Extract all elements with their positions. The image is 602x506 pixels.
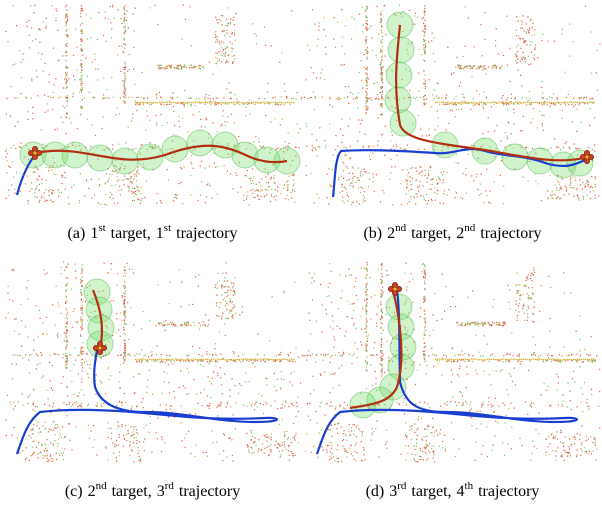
- coverage-circle: [112, 148, 138, 174]
- caption-part: target,: [112, 483, 152, 500]
- point-cloud-green: [305, 263, 602, 461]
- coverage-circle: [187, 130, 213, 156]
- panel-image: [5, 5, 305, 205]
- caption-part: 2: [387, 225, 395, 242]
- point-cloud-red: [5, 5, 305, 204]
- panel-image: [305, 5, 602, 205]
- caption-part: target,: [411, 483, 451, 500]
- caption-part: st: [164, 222, 171, 234]
- target-marker: [32, 146, 37, 151]
- point-cloud-yellow: [11, 267, 300, 461]
- caption-part: rd: [165, 480, 175, 492]
- coverage-circle: [386, 62, 412, 88]
- caption-part: (a): [68, 225, 86, 242]
- point-cloud-green: [305, 5, 597, 205]
- point-cloud-yellow: [7, 8, 298, 203]
- caption-part: nd: [96, 480, 108, 492]
- caption-part: 2: [88, 483, 96, 500]
- caption-part: trajectory: [179, 483, 240, 500]
- caption-part: 1: [90, 225, 98, 242]
- caption-part: rd: [397, 480, 407, 492]
- coverage-circle: [388, 37, 414, 63]
- caption-part: nd: [464, 222, 476, 234]
- target-marker: [101, 345, 106, 350]
- target-marker: [32, 154, 37, 159]
- figure: (a)1sttarget,1sttrajectory(b)2ndtarget,2…: [0, 0, 602, 506]
- target-marker: [396, 286, 401, 291]
- caption-part: target,: [411, 225, 451, 242]
- caption-part: 3: [389, 483, 397, 500]
- target-marker: [97, 349, 102, 354]
- target-marker: [584, 150, 589, 155]
- target-marker: [36, 150, 41, 155]
- executed-trajectory: [17, 350, 277, 454]
- caption-part: trajectory: [480, 225, 541, 242]
- caption-part: nd: [395, 222, 407, 234]
- target-marker: [392, 290, 397, 295]
- coverage-circle: [390, 110, 416, 136]
- caption-part: 4: [457, 483, 465, 500]
- target-marker: [580, 154, 585, 159]
- target-center: [98, 346, 101, 349]
- target-marker: [388, 286, 393, 291]
- caption-part: 2: [456, 225, 464, 242]
- panel-image: [305, 262, 602, 462]
- target-marker: [588, 154, 593, 159]
- target-marker: [28, 150, 33, 155]
- target-marker: [93, 345, 98, 350]
- target-center: [33, 151, 36, 154]
- coverage-circle: [62, 142, 88, 168]
- target-marker: [97, 341, 102, 346]
- caption-part: (c): [65, 483, 83, 500]
- panel-image: [5, 262, 306, 462]
- caption-part: 3: [157, 483, 165, 500]
- target-center: [393, 287, 396, 290]
- point-cloud-red: [306, 262, 602, 462]
- caption-part: (d): [366, 483, 385, 500]
- point-cloud-green: [6, 6, 302, 205]
- point-cloud-red: [5, 263, 304, 462]
- target-marker: [392, 282, 397, 287]
- caption-part: 1: [156, 225, 164, 242]
- executed-trajectory: [317, 290, 577, 454]
- target-marker: [584, 158, 589, 163]
- caption: (c) 2nd target, 3rd trajectory: [65, 480, 240, 500]
- caption-part: target,: [111, 225, 151, 242]
- caption-part: st: [98, 222, 105, 234]
- caption-part: trajectory: [478, 483, 539, 500]
- target-center: [585, 155, 588, 158]
- caption: (d)3rd target, 4th trajectory: [366, 480, 540, 500]
- caption-part: trajectory: [176, 225, 237, 242]
- caption-part: th: [465, 480, 474, 492]
- caption-part: (b): [363, 225, 382, 242]
